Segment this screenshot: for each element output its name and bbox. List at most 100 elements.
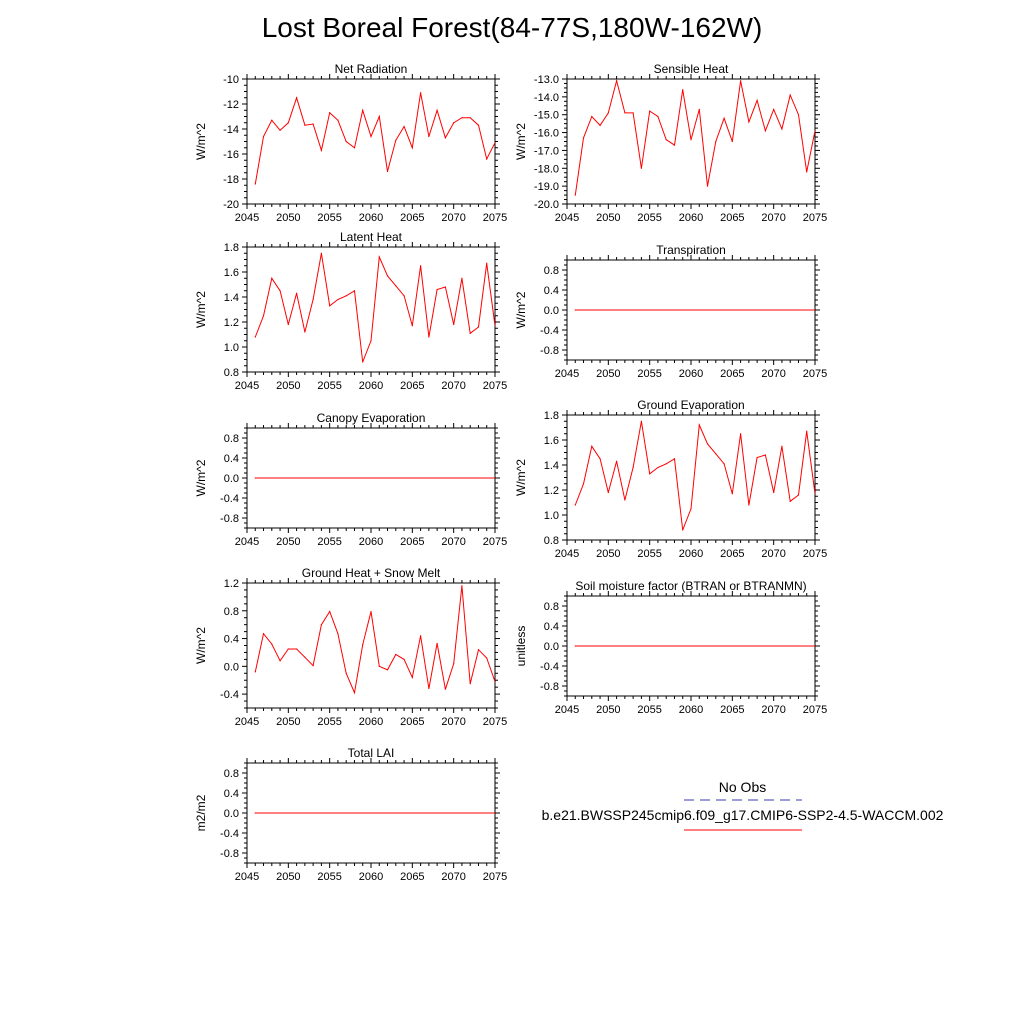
data-point xyxy=(477,649,480,651)
y-axis-label: m2/m2 xyxy=(194,794,208,831)
x-tick-label: 2055 xyxy=(317,716,341,728)
data-point xyxy=(378,115,380,118)
data-point xyxy=(279,290,281,292)
data-point xyxy=(665,139,667,141)
y-tick-label: -18 xyxy=(223,174,239,186)
y-tick-label: 1.8 xyxy=(224,242,239,254)
plot-frame xyxy=(246,582,496,709)
data-point xyxy=(723,463,725,465)
data-point xyxy=(254,477,256,479)
x-tick-label: 2045 xyxy=(235,536,259,548)
data-point xyxy=(337,633,339,635)
data-point xyxy=(436,288,438,291)
data-point xyxy=(574,309,576,311)
data-point xyxy=(748,504,750,506)
data-point xyxy=(494,325,495,327)
data-point xyxy=(444,286,446,288)
y-axis-label: unitless xyxy=(514,626,528,667)
data-point xyxy=(748,121,750,123)
data-point xyxy=(731,493,733,495)
y-tick-label: 0.4 xyxy=(544,285,559,297)
data-point xyxy=(477,326,480,328)
data-point xyxy=(312,123,314,125)
series-line xyxy=(574,421,815,531)
x-tick-label: 2050 xyxy=(276,716,300,728)
x-tick-label: 2045 xyxy=(235,212,259,224)
y-tick-label: 0.8 xyxy=(224,606,239,618)
data-point xyxy=(287,122,289,124)
data-point xyxy=(337,119,339,121)
data-point xyxy=(312,665,314,667)
data-point xyxy=(494,681,495,683)
data-point xyxy=(574,504,576,506)
y-tick-label: -0.8 xyxy=(540,681,559,693)
y-tick-label: -0.4 xyxy=(220,828,239,840)
series-line xyxy=(254,92,495,185)
x-tick-label: 2070 xyxy=(761,368,785,380)
data-point xyxy=(494,812,495,814)
x-tick-label: 2065 xyxy=(400,212,424,224)
data-point xyxy=(395,653,397,656)
x-tick-label: 2070 xyxy=(441,212,465,224)
data-point xyxy=(304,331,306,333)
data-point xyxy=(296,292,298,294)
y-tick-label: 1.8 xyxy=(544,410,559,422)
data-point xyxy=(789,94,791,96)
data-point xyxy=(640,420,643,422)
chart-title: Net Radiation xyxy=(335,62,408,76)
data-point xyxy=(607,112,609,114)
x-tick-label: 2055 xyxy=(637,212,661,224)
chart-title: Transpiration xyxy=(656,243,726,257)
data-point xyxy=(386,275,389,277)
data-point xyxy=(353,692,356,694)
data-point xyxy=(411,325,413,327)
x-tick-label: 2050 xyxy=(276,536,300,548)
data-point xyxy=(665,463,667,465)
x-tick-label: 2060 xyxy=(359,536,383,548)
x-tick-label: 2045 xyxy=(555,548,579,560)
y-tick-label: -13.0 xyxy=(534,74,559,86)
y-tick-label: -10 xyxy=(223,74,239,86)
data-point xyxy=(444,688,446,690)
x-tick-label: 2060 xyxy=(359,380,383,392)
y-tick-label: -14 xyxy=(223,124,239,136)
x-tick-label: 2075 xyxy=(803,704,827,716)
data-point xyxy=(740,433,742,435)
y-tick-label: -20.0 xyxy=(534,199,559,211)
data-point xyxy=(616,460,618,462)
data-point xyxy=(453,662,455,665)
x-tick-label: 2070 xyxy=(761,704,785,716)
data-point xyxy=(582,137,585,139)
chart-title: Canopy Evaporation xyxy=(317,411,426,425)
x-tick-label: 2075 xyxy=(483,212,507,224)
data-point xyxy=(362,644,364,646)
x-tick-label: 2045 xyxy=(235,716,259,728)
x-tick-label: 2050 xyxy=(596,368,620,380)
data-point xyxy=(386,669,389,671)
series-line xyxy=(254,253,495,363)
y-tick-label: -20 xyxy=(223,199,239,211)
y-axis-label: W/m^2 xyxy=(194,123,208,160)
y-axis-label: W/m^2 xyxy=(514,459,528,496)
x-tick-label: 2050 xyxy=(596,212,620,224)
data-point xyxy=(420,265,422,267)
data-point xyxy=(262,315,265,317)
data-point xyxy=(764,130,767,132)
x-tick-label: 2055 xyxy=(317,536,341,548)
y-tick-label: 0.4 xyxy=(544,621,559,633)
data-point xyxy=(428,336,430,338)
data-point xyxy=(494,477,495,479)
data-point xyxy=(740,80,742,82)
data-point xyxy=(486,158,488,160)
x-tick-label: 2045 xyxy=(555,368,579,380)
data-point xyxy=(395,139,397,141)
x-tick-label: 2065 xyxy=(720,368,744,380)
data-point xyxy=(574,194,576,196)
data-point xyxy=(814,309,815,311)
x-tick-label: 2060 xyxy=(679,548,703,560)
data-point xyxy=(461,585,463,587)
y-tick-label: -16.0 xyxy=(534,128,559,140)
data-point xyxy=(329,610,331,613)
data-point xyxy=(444,137,446,139)
data-point xyxy=(287,648,289,650)
